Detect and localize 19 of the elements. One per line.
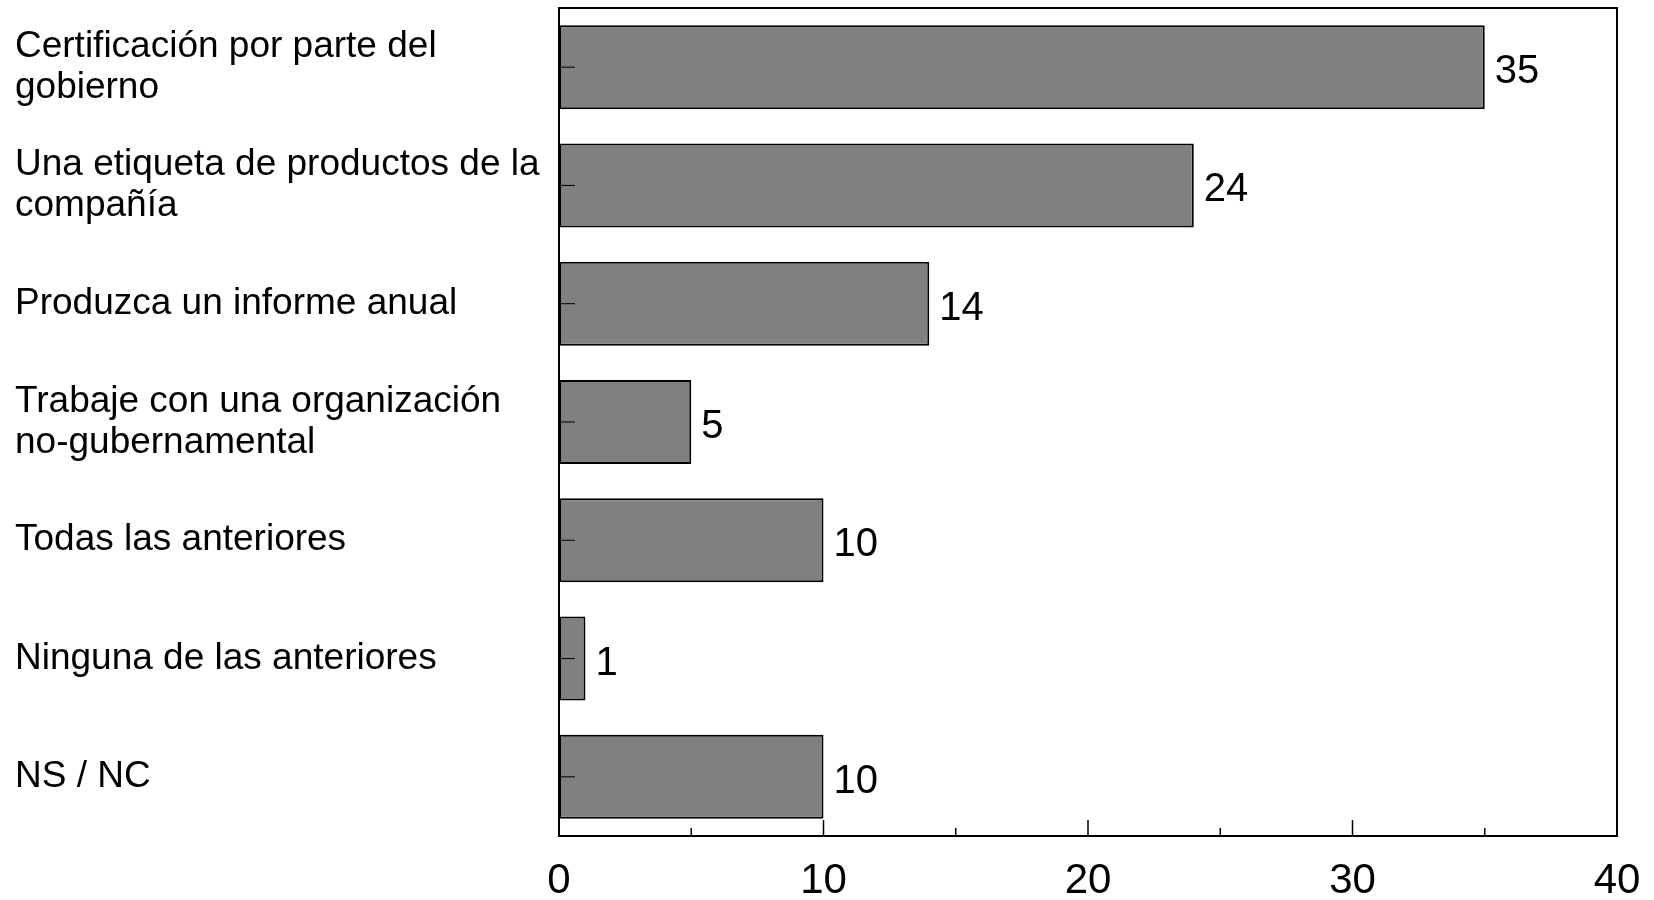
y-tick-label: NS / NC: [15, 754, 151, 796]
x-tick-label: 0: [547, 854, 571, 900]
y-tick-label: Una etiqueta de productos de la compañía: [15, 142, 540, 224]
data-label: 10: [833, 520, 878, 565]
x-tick-label: 10: [800, 854, 847, 900]
y-tick-label: Certificación por parte del gobierno: [15, 24, 437, 106]
data-label: 24: [1203, 165, 1249, 210]
data-label: 14: [939, 283, 984, 328]
data-label: 10: [833, 756, 878, 801]
x-tick-label: 40: [1593, 854, 1641, 900]
data-label: 5: [701, 402, 724, 447]
x-tick-label: 20: [1064, 854, 1112, 900]
y-tick-label: Ninguna de las anteriores: [15, 635, 437, 677]
x-tick-label: 30: [1329, 854, 1376, 900]
data-label: 1: [595, 638, 618, 683]
y-tick-label: Todas las anteriores: [15, 517, 347, 559]
data-label: 35: [1494, 47, 1540, 92]
y-tick-label: Trabaje con una organización no-gubernamental: [15, 378, 502, 461]
y-tick-label: Produzca un informe anual: [15, 280, 458, 322]
